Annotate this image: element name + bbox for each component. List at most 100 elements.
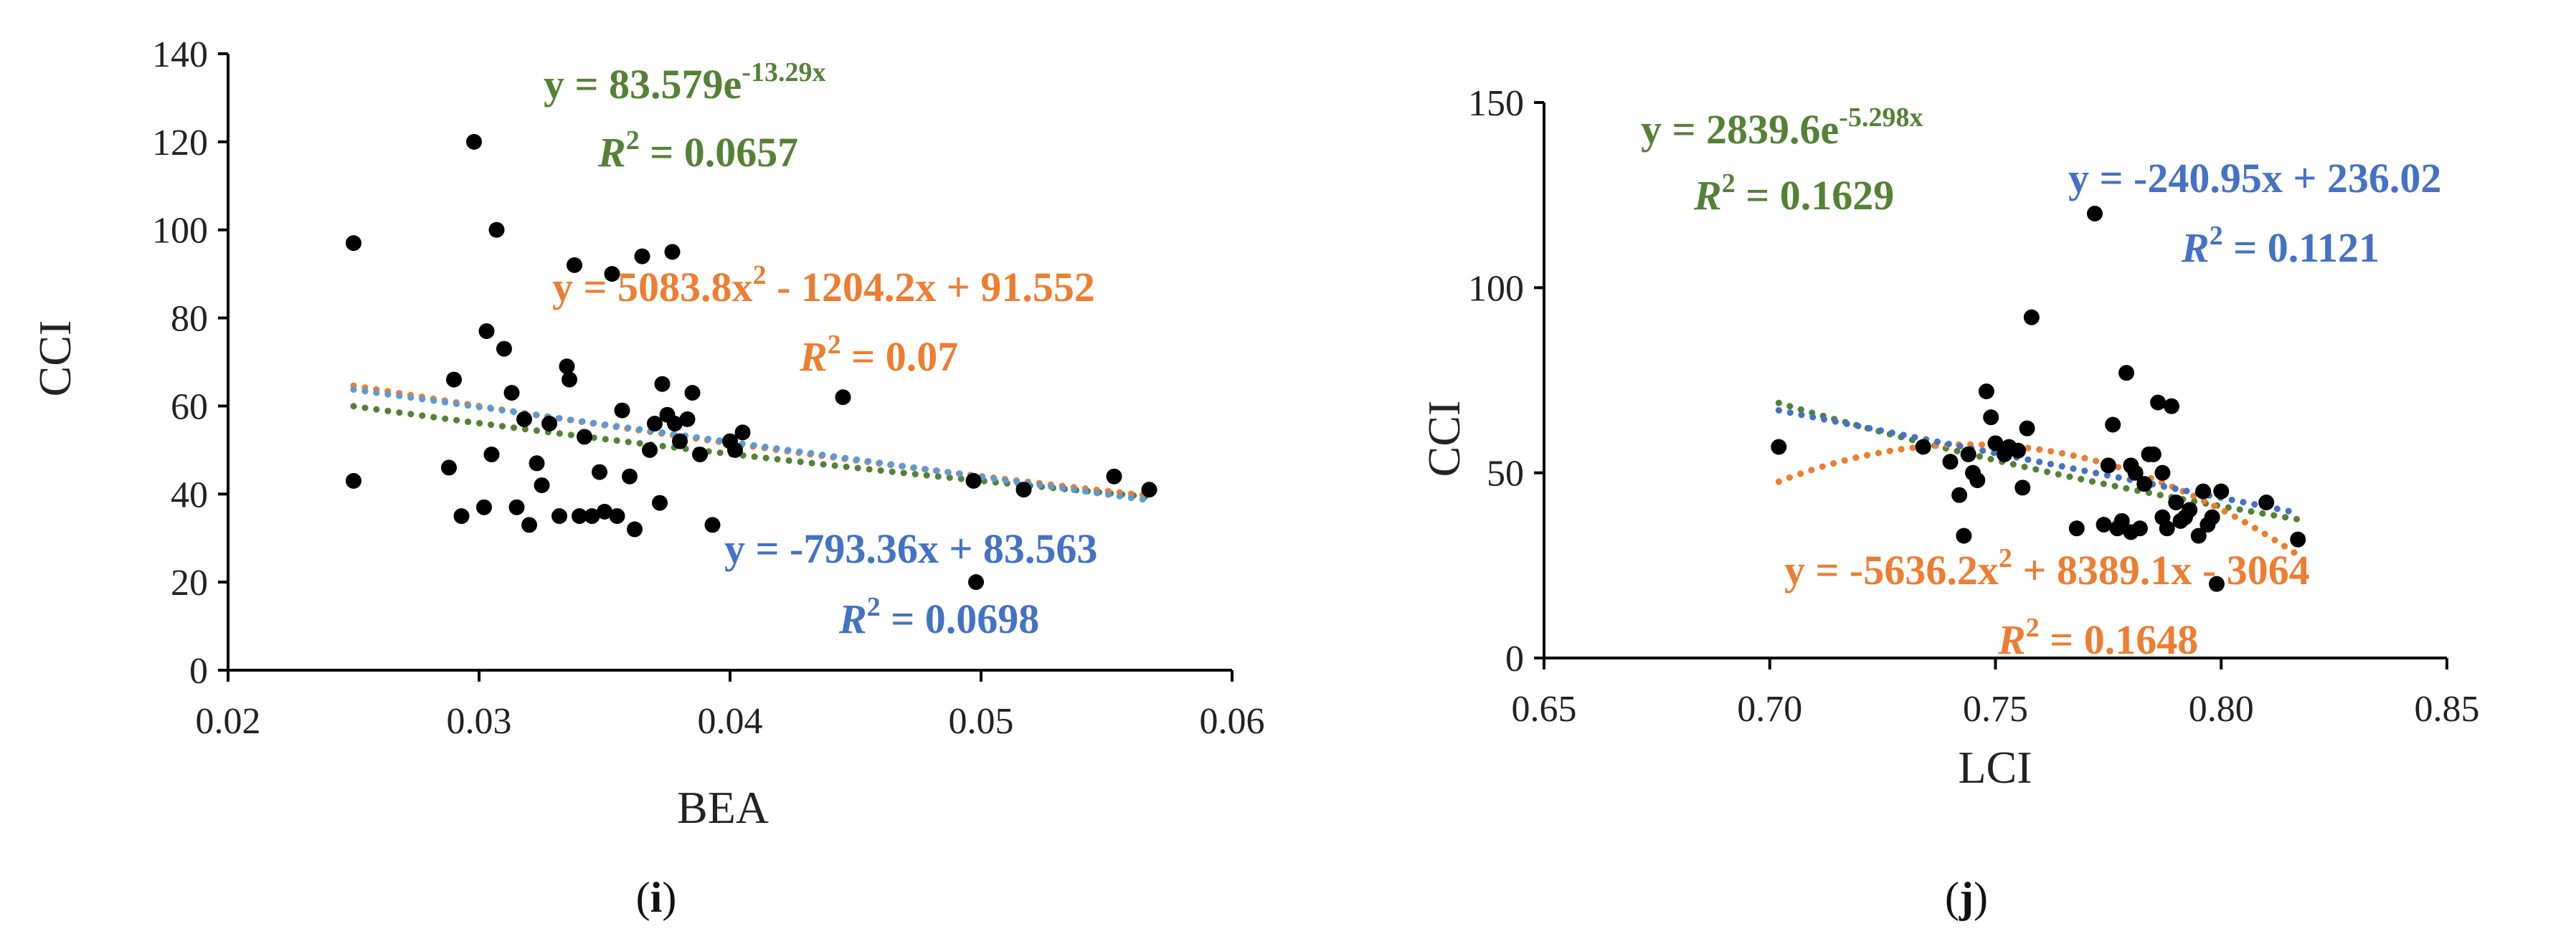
data-point — [551, 508, 567, 524]
data-point — [684, 385, 701, 401]
data-point — [2258, 495, 2275, 510]
data-point — [466, 133, 482, 150]
y-tick-label: 0 — [1505, 639, 1524, 680]
data-point — [2113, 512, 2130, 529]
x-tick-label: 0.02 — [196, 701, 261, 742]
data-point — [584, 508, 600, 524]
data-point — [453, 508, 470, 524]
data-point — [2009, 442, 2026, 459]
data-point — [2014, 480, 2031, 496]
data-point — [2023, 309, 2040, 325]
data-point — [534, 477, 550, 493]
trendline-exponential — [1775, 399, 2301, 523]
data-point — [508, 499, 525, 515]
data-point — [2208, 576, 2225, 592]
y-tick-label: 140 — [152, 34, 208, 75]
data-point — [496, 340, 512, 357]
scatter-points-i — [346, 133, 1157, 591]
data-point — [2150, 394, 2167, 411]
data-point — [647, 416, 663, 432]
x-tick-label: 0.70 — [1737, 689, 1802, 730]
data-point — [2195, 483, 2212, 500]
data-point — [346, 472, 361, 489]
data-point — [446, 371, 462, 388]
data-point — [727, 442, 743, 458]
trendlines-j — [1775, 399, 2301, 558]
x-tick-label: 0.65 — [1512, 689, 1577, 730]
data-point — [704, 517, 721, 533]
data-point — [567, 257, 582, 273]
equation-poly-i: y = 5083.8x2 - 1204.2x + 91.552 — [552, 260, 1095, 310]
trendline-linear — [350, 386, 1152, 504]
data-point — [1141, 482, 1157, 498]
scatter-points-j — [1771, 206, 2306, 592]
data-point — [483, 447, 500, 462]
data-point — [667, 416, 683, 432]
data-point — [529, 455, 545, 472]
data-point — [692, 447, 708, 462]
axes-j — [1534, 101, 2448, 669]
y-tick-label: 40 — [171, 475, 208, 515]
data-point — [1969, 472, 1986, 488]
x-tick-label: 0.04 — [698, 701, 763, 742]
x-tick-label: 0.75 — [1963, 689, 2028, 730]
data-point — [559, 358, 575, 375]
data-point — [488, 221, 505, 238]
data-point — [627, 521, 643, 538]
y-tick-label: 120 — [152, 123, 208, 163]
data-point — [441, 459, 457, 476]
data-point — [604, 266, 620, 282]
panel-label-j: (j) — [1945, 874, 1988, 921]
chart-panel-i: 0 20 40 60 80 100 120 140 0.02 0.03 0.04 0.05 0.06 C… — [29, 34, 1265, 921]
data-point — [2168, 495, 2184, 510]
x-tick-label: 0.05 — [949, 701, 1014, 742]
data-point — [734, 424, 751, 441]
x-tick-label: 0.85 — [2415, 689, 2480, 730]
data-point — [2068, 520, 2085, 537]
data-point — [614, 402, 630, 419]
data-point — [346, 235, 361, 252]
data-point — [664, 244, 681, 260]
data-point — [1771, 439, 1787, 455]
data-point — [2190, 528, 2207, 544]
equation-linear-j: y = -240.95x + 236.02 — [2068, 155, 2441, 201]
data-point — [1951, 487, 1968, 503]
y-axis-label-i: CCI — [29, 320, 80, 397]
data-point — [672, 433, 688, 449]
trendline-polynomial — [350, 382, 1152, 500]
data-point — [2204, 509, 2220, 525]
data-point — [968, 574, 984, 591]
data-point — [634, 248, 650, 264]
data-point — [622, 468, 638, 485]
axes-i — [218, 52, 1233, 682]
data-point — [652, 495, 668, 511]
data-point — [965, 472, 982, 489]
x-axis-label-j: LCI — [1958, 742, 2032, 793]
x-axis-label-i: BEA — [677, 782, 769, 833]
chart-panel-j: 0 50 100 150 0.65 0.70 0.75 0.80 0.85 CCI LCI y … — [1419, 83, 2480, 921]
data-point — [1978, 383, 1994, 399]
data-point — [2086, 206, 2103, 221]
y-tick-label: 0 — [189, 651, 208, 692]
y-tick-label: 150 — [1468, 83, 1524, 124]
tick-labels-j: 0 50 100 150 0.65 0.70 0.75 0.80 0.85 — [1468, 83, 2480, 730]
data-point — [2136, 476, 2153, 492]
data-point — [2164, 398, 2180, 414]
trendline-linear — [1775, 406, 2301, 517]
equation-exp-j: y = 2839.6e-5.298x — [1641, 102, 1923, 153]
data-point — [2118, 365, 2135, 381]
data-point — [2131, 520, 2148, 537]
equation-poly-j: y = -5636.2x2 + 8389.1x - 3064 — [1784, 543, 2310, 593]
data-point — [516, 411, 532, 427]
equation-exp-i: y = 83.579e-13.29x — [544, 57, 825, 108]
data-point — [2159, 520, 2175, 537]
y-tick-label: 100 — [1468, 268, 1524, 309]
x-tick-label: 0.80 — [2189, 689, 2254, 730]
data-point — [609, 508, 625, 524]
equation-linear-i: y = -793.36x + 83.563 — [724, 525, 1097, 572]
data-point — [2182, 502, 2198, 518]
data-point — [1015, 482, 1032, 498]
data-point — [577, 429, 592, 445]
r2-poly-j: R2 = 0.1648 — [1997, 613, 2198, 663]
